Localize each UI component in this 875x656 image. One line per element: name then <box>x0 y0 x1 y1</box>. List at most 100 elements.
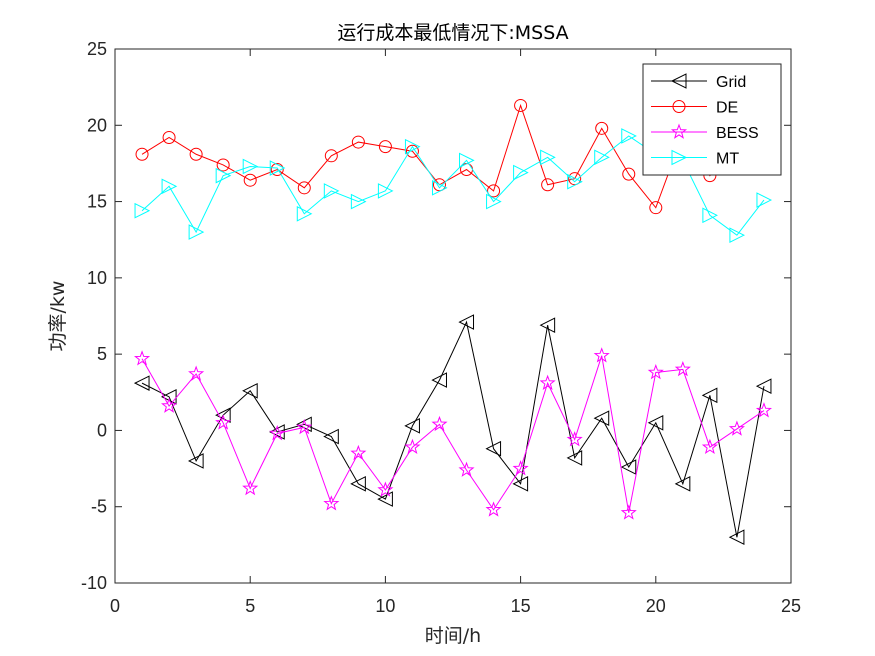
data-point-mt <box>215 167 232 184</box>
data-point-grid <box>133 375 150 391</box>
data-point-mt <box>350 193 367 210</box>
data-point-bess <box>512 460 529 476</box>
legend-label: DE <box>716 100 738 117</box>
data-point-de <box>622 167 636 181</box>
data-point-bess <box>485 501 502 517</box>
data-point-de <box>378 140 392 154</box>
data-point-grid <box>242 382 258 399</box>
data-point-bess <box>701 438 718 455</box>
legend-label: MT <box>716 151 739 168</box>
data-point-mt <box>161 178 178 195</box>
data-point-grid <box>701 387 718 404</box>
x-axis-title: 时间/h <box>425 625 481 647</box>
data-point-bess <box>404 438 421 455</box>
data-point-grid <box>512 476 529 492</box>
data-point-bess <box>620 504 637 520</box>
data-point-grid <box>350 476 366 492</box>
legend-label: Grid <box>716 74 746 91</box>
data-point-bess <box>431 415 448 432</box>
data-point-mt <box>702 207 718 224</box>
data-point-grid <box>404 418 420 434</box>
data-point-de <box>487 184 501 198</box>
data-point-mt <box>756 192 773 208</box>
data-point-de <box>541 178 555 192</box>
legend-item-grid: Grid <box>651 73 746 91</box>
data-point-mt <box>729 227 746 243</box>
x-tick-label: 5 <box>245 596 255 616</box>
data-point-mt <box>296 205 313 222</box>
data-point-bess <box>161 397 178 413</box>
data-point-grid <box>377 491 393 507</box>
data-point-mt <box>540 149 556 166</box>
legend-marker-grid <box>670 73 687 89</box>
data-point-de <box>162 130 176 144</box>
data-point-bess <box>350 444 367 461</box>
data-point-de <box>189 147 203 161</box>
data-point-grid <box>620 459 637 475</box>
data-point-mt <box>242 158 259 175</box>
x-tick-label: 0 <box>110 596 120 616</box>
data-point-bess <box>215 414 232 430</box>
series-bess <box>133 347 773 520</box>
data-point-bess <box>269 425 286 441</box>
legend-item-bess: BESS <box>651 123 759 142</box>
data-point-de <box>351 135 365 149</box>
data-point-bess <box>566 431 583 447</box>
data-point-grid <box>188 453 204 469</box>
legend-item-mt: MT <box>651 149 739 168</box>
y-tick-label: 10 <box>87 268 107 288</box>
data-point-de <box>270 163 284 177</box>
data-point-grid <box>674 476 691 492</box>
legend: Grid DE BESS MT <box>642 63 782 176</box>
y-axis-title: 功率/kw <box>47 281 69 352</box>
data-point-mt <box>431 180 448 196</box>
data-point-mt <box>486 193 502 210</box>
data-point-grid <box>215 407 231 423</box>
data-point-bess <box>296 418 313 435</box>
x-tick-label: 20 <box>646 596 666 616</box>
data-point-de <box>595 121 609 135</box>
data-point-bess <box>647 363 664 380</box>
data-point-de <box>649 201 663 215</box>
series-line-de <box>141 103 764 209</box>
data-point-de <box>135 147 149 161</box>
data-point-de <box>405 144 419 158</box>
data-point-grid <box>323 428 339 445</box>
data-point-grid <box>431 372 447 388</box>
data-point-grid <box>485 440 502 457</box>
x-tick-label: 10 <box>375 596 395 616</box>
data-point-bess <box>377 481 394 497</box>
x-tick-label: 25 <box>781 596 801 616</box>
series-line-grid <box>141 320 765 538</box>
data-point-mt <box>377 183 394 199</box>
data-point-bess <box>188 365 205 381</box>
y-tick-label: 15 <box>87 192 107 212</box>
series-de <box>135 98 771 215</box>
legend-marker-mt <box>671 149 688 166</box>
axes-layer: 0 5 10 15 20 25 -10 -5 0 5 10 15 20 25 <box>81 39 801 616</box>
data-point-bess <box>323 495 340 511</box>
plot-frame <box>114 48 792 584</box>
data-point-grid <box>755 378 772 394</box>
legend-item-de: DE <box>651 100 738 117</box>
data-point-mt <box>323 183 340 199</box>
data-point-bess <box>755 402 773 418</box>
data-point-grid <box>647 414 664 431</box>
data-point-grid <box>539 317 556 333</box>
data-point-mt <box>513 164 529 181</box>
data-point-bess <box>242 479 259 496</box>
data-point-bess <box>728 420 745 436</box>
data-point-de <box>514 98 528 112</box>
data-point-mt <box>594 149 610 166</box>
legend-box <box>642 63 782 176</box>
legend-marker-de <box>672 100 686 113</box>
data-point-mt <box>134 202 151 219</box>
data-point-mt <box>188 224 205 240</box>
legend-label: BESS <box>716 125 759 142</box>
data-point-grid <box>593 410 610 427</box>
data-point-de <box>243 173 257 187</box>
data-point-bess <box>593 347 610 363</box>
y-tick-label: -5 <box>91 497 107 517</box>
